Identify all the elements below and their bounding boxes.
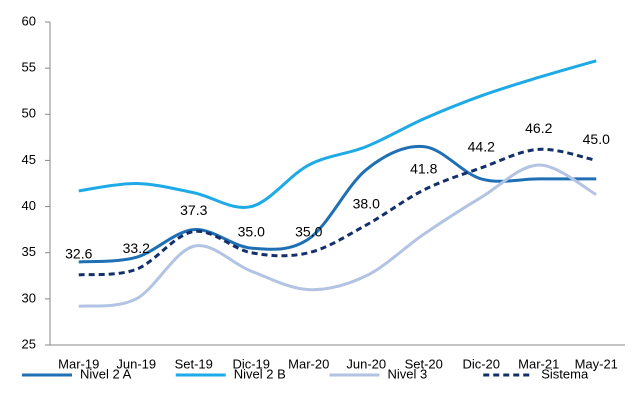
data-label: 35.0 [295,223,322,239]
data-label: 33.2 [123,240,150,256]
y-tick-label: 45 [22,152,36,167]
x-tick-label: Dic-20 [462,356,500,371]
x-tick-label: Set-20 [405,356,443,371]
y-tick-label: 55 [22,60,36,75]
x-tick-label: Jun-19 [116,356,156,371]
x-tick-label: Mar-20 [288,356,329,371]
data-label: 45.0 [583,131,610,147]
data-label: 35.0 [238,223,265,239]
x-tick-label: Set-19 [175,356,213,371]
x-tick-label: Mar-21 [518,356,559,371]
y-tick-label: 25 [22,336,36,351]
line [78,163,597,308]
x-tick-label: Dic-19 [232,356,270,371]
line [78,144,597,264]
data-label: 37.3 [180,202,207,218]
legend-label: Nivel 2 B [234,366,286,381]
data-label: 44.2 [468,139,495,155]
data-label: 41.8 [410,161,437,177]
line [78,59,597,209]
y-tick-label: 60 [22,13,36,28]
x-tick-label: Jun-20 [346,356,386,371]
y-tick-label: 30 [22,290,36,305]
y-tick-label: 50 [22,106,36,121]
legend-label: Nivel 3 [388,366,428,381]
x-tick-label: May-21 [575,356,618,371]
y-tick-label: 40 [22,198,36,213]
legend-label: Sistema [541,366,589,381]
data-label: 38.0 [353,196,380,212]
data-label: 46.2 [525,120,552,136]
line [78,147,597,277]
data-label: 32.6 [65,246,92,262]
x-tick-label: Mar-19 [58,356,99,371]
y-tick-label: 35 [22,244,36,259]
legend-label: Nivel 2 A [80,366,132,381]
